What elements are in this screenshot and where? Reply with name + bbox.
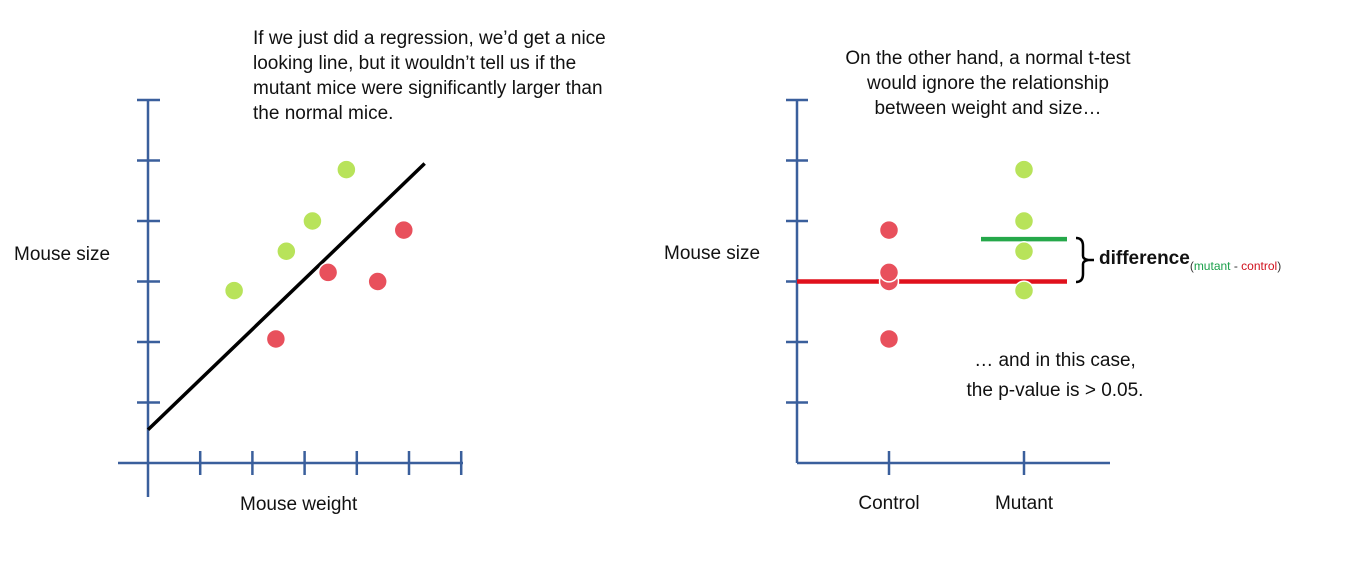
right-caption-line: On the other hand, a normal t-test — [845, 48, 1131, 69]
left-caption: If we just did a regression, we’d get a … — [253, 26, 653, 126]
mutant-data-point — [1013, 241, 1035, 262]
category-label-control: Control — [858, 493, 920, 514]
left-caption-line: looking line, but it wouldn’t tell us if… — [253, 53, 577, 74]
difference-subscript: (mutant - control) — [1190, 259, 1281, 273]
green-data-point — [336, 159, 357, 180]
note-line: … and in this case, — [974, 350, 1136, 371]
red-data-point — [367, 271, 388, 292]
green-data-point — [302, 210, 323, 232]
subscript-open: ( — [1189, 259, 1194, 273]
subscript-mutant: mutant — [1193, 259, 1231, 273]
p-value-note: … and in this case, the p-value is > 0.0… — [935, 346, 1175, 406]
mutant-data-point — [1013, 210, 1035, 232]
green-data-point — [276, 241, 297, 262]
control-data-point — [878, 219, 900, 241]
category-label-mutant: Mutant — [994, 493, 1054, 514]
mutant-data-point — [1013, 280, 1035, 301]
difference-label: difference(mutant - control) — [1099, 248, 1281, 273]
right-caption-line: would ignore the relationship — [867, 73, 1109, 94]
subscript-dash: - — [1230, 259, 1242, 273]
red-data-point — [317, 262, 339, 283]
red-data-point — [393, 219, 415, 241]
left-caption-line: the normal mice. — [253, 103, 394, 124]
subscript-control: control — [1241, 259, 1278, 273]
green-data-point — [223, 280, 245, 301]
left-caption-line: mutant mice were significantly larger th… — [253, 78, 603, 99]
left-x-axis-label: Mouse weight — [240, 494, 358, 515]
regression-line — [146, 162, 426, 431]
red-data-point — [265, 328, 287, 350]
difference-text: difference — [1099, 248, 1190, 269]
note-line: the p-value is > 0.05. — [966, 380, 1144, 401]
regression-scatter-plot — [118, 98, 463, 497]
left-caption-line: If we just did a regression, we’d get a … — [253, 28, 606, 49]
mutant-data-point — [1013, 159, 1035, 180]
subscript-close: ) — [1277, 259, 1282, 273]
control-data-point — [878, 262, 900, 283]
right-caption: On the other hand, a normal t-test would… — [808, 46, 1168, 121]
ttest-category-plot — [786, 98, 1110, 475]
control-data-point — [878, 328, 900, 350]
left-y-axis-label: Mouse size — [14, 244, 111, 265]
right-y-axis-label: Mouse size — [664, 243, 761, 264]
right-caption-line: between weight and size… — [874, 98, 1102, 119]
